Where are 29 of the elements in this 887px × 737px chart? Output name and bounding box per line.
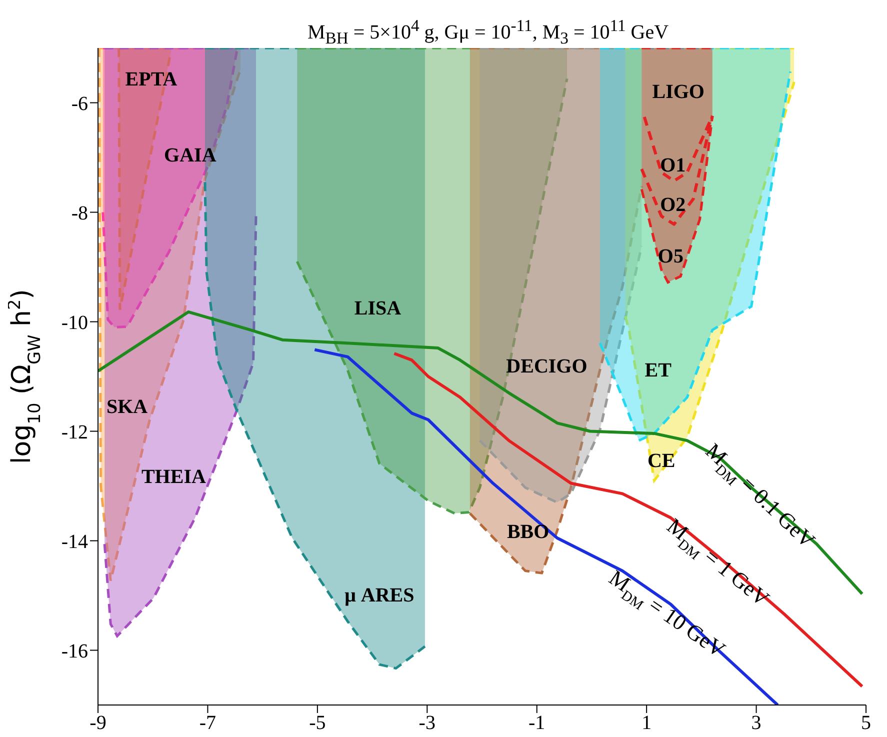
series-label: μ ARES: [344, 584, 414, 607]
y-tick-label: -10: [61, 312, 88, 334]
x-tick-label: -1: [528, 712, 546, 734]
x-tick-label: -3: [418, 712, 436, 734]
series-label: O5: [658, 245, 684, 268]
x-tick-label: -5: [309, 712, 326, 734]
y-tick-label: -6: [71, 92, 88, 115]
series-label: CE: [647, 450, 676, 472]
x-tick-label: -7: [199, 712, 216, 734]
x-tick-label: -9: [90, 712, 106, 734]
y-tick-label: -14: [61, 530, 88, 553]
chart-title: M$_{BH}$ = 5×10$^{4}$ g, Gμ = 10$^{-11}$, M$_{3}$ = 10$^{11}$ GeV: [307, 16, 669, 48]
x-tick-label: 5: [861, 712, 871, 734]
series-label: DECIGO: [506, 355, 588, 378]
series-label: LISA: [354, 297, 402, 320]
y-tick-label: -16: [61, 640, 88, 662]
series-label: EPTA: [125, 68, 178, 90]
series-label: ET: [644, 360, 672, 382]
series-label: SKA: [106, 396, 148, 418]
y-tick-label: -8: [71, 202, 88, 224]
series-label: GAIA: [164, 144, 217, 167]
series-label: O1: [660, 154, 686, 176]
series-label: THEIA: [141, 466, 206, 488]
series-label: BBO: [506, 521, 550, 544]
x-tick-label: 3: [751, 712, 762, 734]
annotation: LIGO: [652, 81, 705, 104]
y-tick-label: -12: [61, 421, 88, 444]
series-label: O2: [660, 194, 686, 216]
x-tick-label: 1: [642, 712, 652, 734]
